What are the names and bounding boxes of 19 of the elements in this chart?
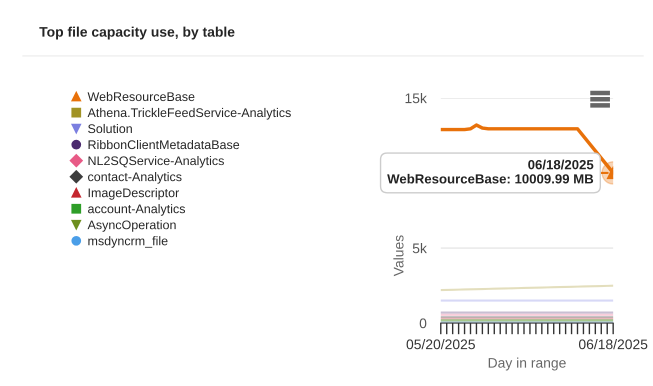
legend-label: Solution	[88, 124, 132, 134]
legend-label: AsyncOperation	[88, 220, 176, 232]
legend-label: msdyncrm_file	[88, 236, 168, 248]
annotation: 06/18/2025 WebResourceBase: 10009.99 MB	[387, 160, 594, 184]
legend-label: ImageDescriptor	[88, 188, 180, 200]
x-tick-label: 06/18/2025	[578, 339, 648, 350]
y-tick-label: 5k	[412, 243, 427, 254]
y-tick-label: 0	[420, 318, 426, 328]
legend-label: account-Analytics	[88, 204, 186, 216]
legend-label: NL2SQService-Analytics	[88, 156, 224, 168]
x-tick-label: 05/20/2025	[406, 339, 475, 350]
y-tick-label: 15k	[406, 93, 427, 104]
legend-label: contact-Analytics	[88, 172, 182, 184]
legend-label: Athena.TrickleFeedService-Analytics	[88, 108, 291, 120]
y-axis-title: Values	[393, 235, 404, 276]
text: Top file capacity use, by table	[39, 26, 234, 40]
legend-label: RibbonClientMetadataBase	[88, 140, 240, 150]
legend-label: WebResourceBase	[88, 92, 194, 102]
x-axis-title: Day in range	[488, 358, 566, 371]
